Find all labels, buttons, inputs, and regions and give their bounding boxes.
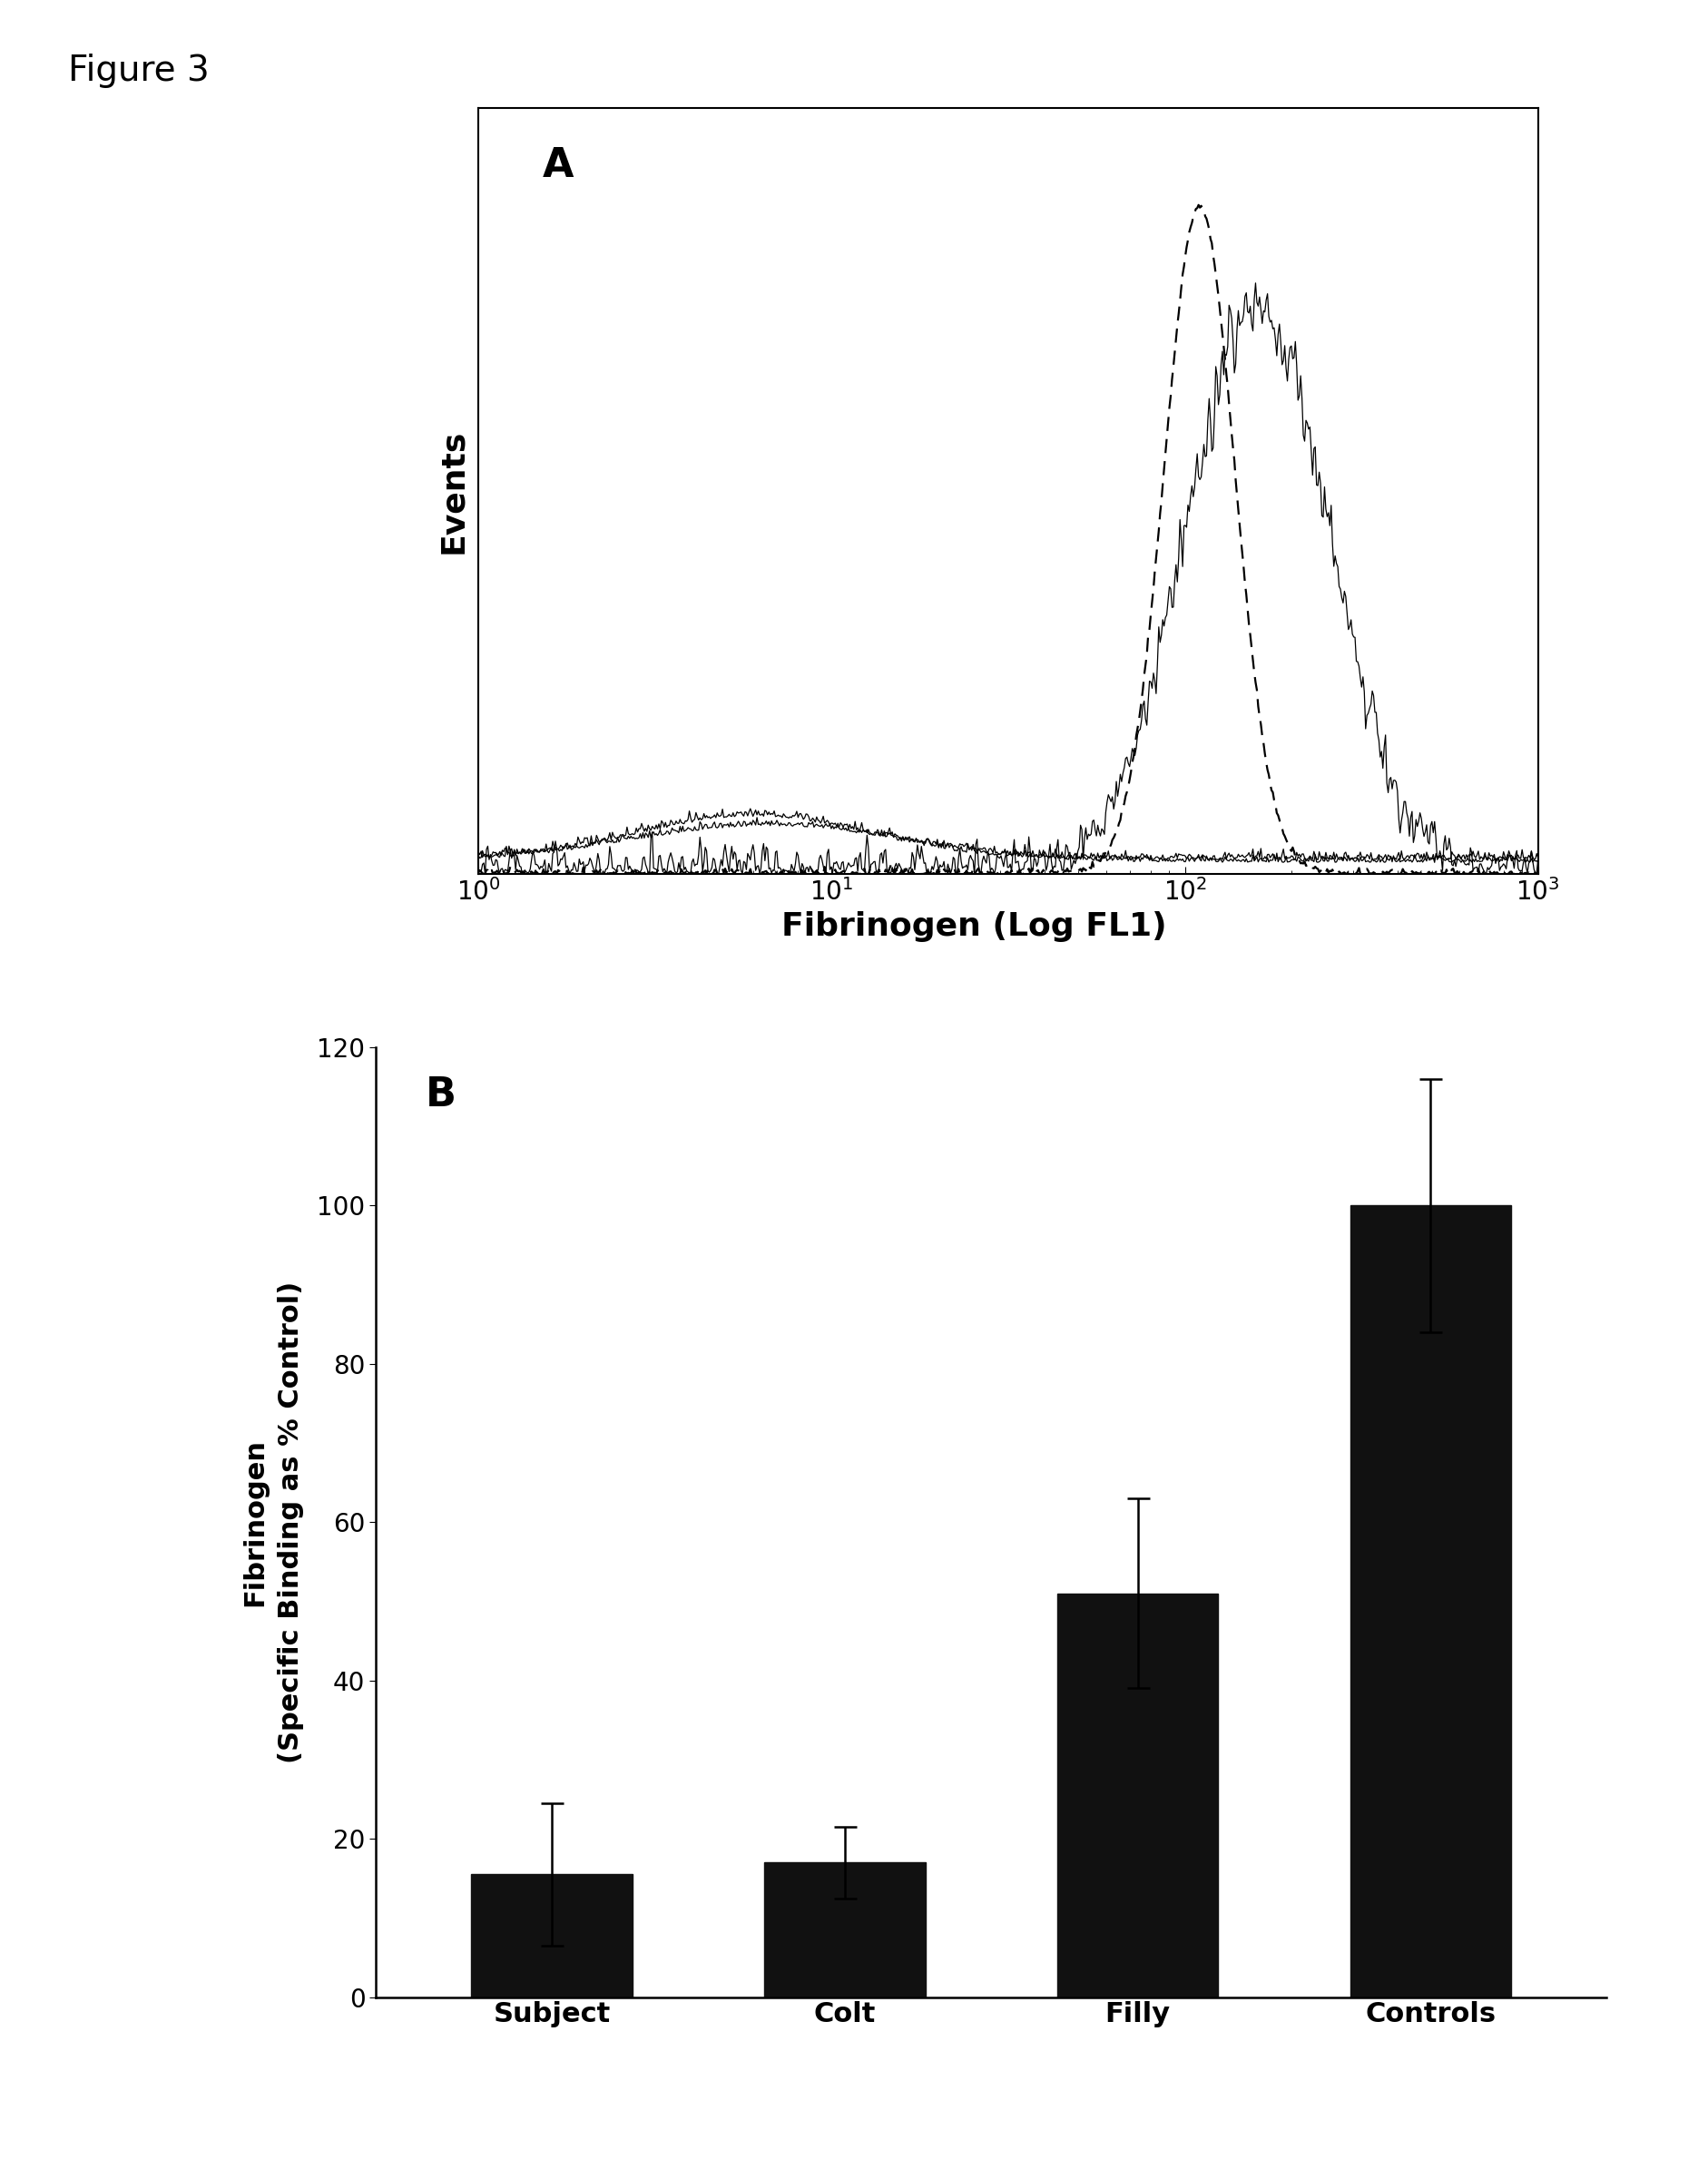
Bar bbox=[763, 1863, 924, 1997]
Text: B: B bbox=[425, 1075, 456, 1114]
Text: Figure 3: Figure 3 bbox=[68, 54, 210, 89]
Bar bbox=[1057, 1593, 1218, 1997]
Bar bbox=[471, 1874, 632, 1997]
Text: Fibrinogen (Log FL1): Fibrinogen (Log FL1) bbox=[781, 911, 1167, 941]
Bar bbox=[1349, 1205, 1510, 1997]
Y-axis label: Fibrinogen
(Specific Binding as % Control): Fibrinogen (Specific Binding as % Contro… bbox=[241, 1280, 304, 1764]
Text: A: A bbox=[541, 147, 574, 186]
Y-axis label: Events: Events bbox=[437, 430, 468, 553]
